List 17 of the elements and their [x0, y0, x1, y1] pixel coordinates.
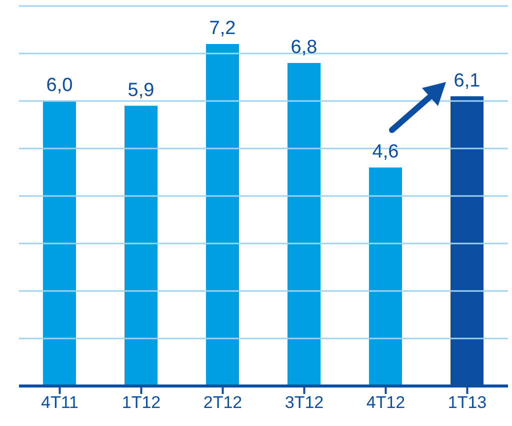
bar [288, 63, 320, 386]
data-label: 5,9 [128, 80, 154, 101]
data-label: 6,1 [454, 70, 480, 92]
data-label: 6,8 [290, 37, 318, 58]
x-tick-label: 4T11 [41, 393, 78, 412]
data-label: 4,6 [372, 142, 399, 162]
bar [369, 168, 402, 386]
x-tick-label: 4T12 [366, 393, 406, 412]
data-label: 6,0 [46, 75, 73, 96]
bar [206, 44, 239, 386]
bar [43, 101, 76, 386]
x-tick-label: 1T13 [448, 393, 487, 412]
bar [124, 106, 158, 386]
x-tick-label: 3T12 [284, 393, 324, 412]
x-tick-label: 2T12 [203, 393, 242, 412]
data-label: 7,2 [209, 18, 236, 39]
x-tick-label: 1T12 [122, 393, 161, 412]
